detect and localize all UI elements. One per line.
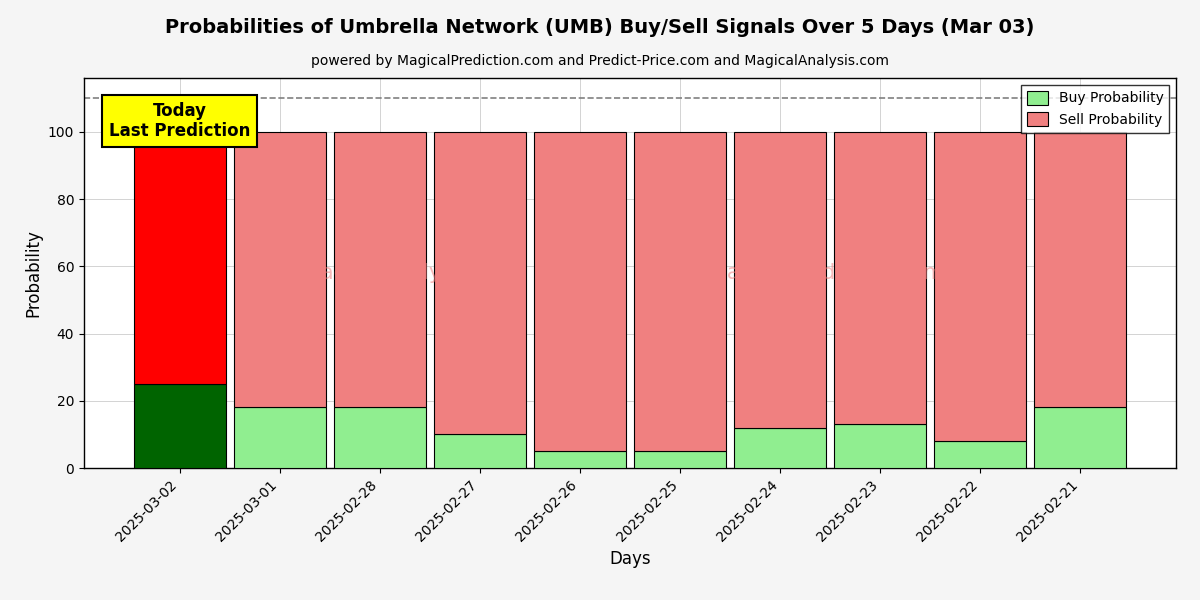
Bar <box>734 132 826 428</box>
Bar <box>334 132 426 407</box>
Bar <box>334 407 426 468</box>
Bar <box>1034 407 1127 468</box>
Text: Today
Last Prediction: Today Last Prediction <box>109 101 251 140</box>
Bar <box>935 441 1026 468</box>
Bar <box>133 132 226 384</box>
Bar <box>834 132 926 424</box>
Bar <box>234 132 325 407</box>
Text: powered by MagicalPrediction.com and Predict-Price.com and MagicalAnalysis.com: powered by MagicalPrediction.com and Pre… <box>311 54 889 68</box>
Bar <box>434 132 526 434</box>
Bar <box>935 132 1026 441</box>
Text: MagicalAnalysis.com: MagicalAnalysis.com <box>304 263 520 283</box>
Bar <box>834 424 926 468</box>
Text: MagicalPrediction.com: MagicalPrediction.com <box>709 263 944 283</box>
Bar <box>1034 132 1127 407</box>
Bar <box>133 384 226 468</box>
Bar <box>534 451 626 468</box>
Y-axis label: Probability: Probability <box>24 229 42 317</box>
Bar <box>734 428 826 468</box>
Bar <box>634 132 726 451</box>
Text: Probabilities of Umbrella Network (UMB) Buy/Sell Signals Over 5 Days (Mar 03): Probabilities of Umbrella Network (UMB) … <box>166 18 1034 37</box>
X-axis label: Days: Days <box>610 550 650 568</box>
Bar <box>434 434 526 468</box>
Bar <box>634 451 726 468</box>
Legend: Buy Probability, Sell Probability: Buy Probability, Sell Probability <box>1021 85 1169 133</box>
Bar <box>234 407 325 468</box>
Bar <box>534 132 626 451</box>
